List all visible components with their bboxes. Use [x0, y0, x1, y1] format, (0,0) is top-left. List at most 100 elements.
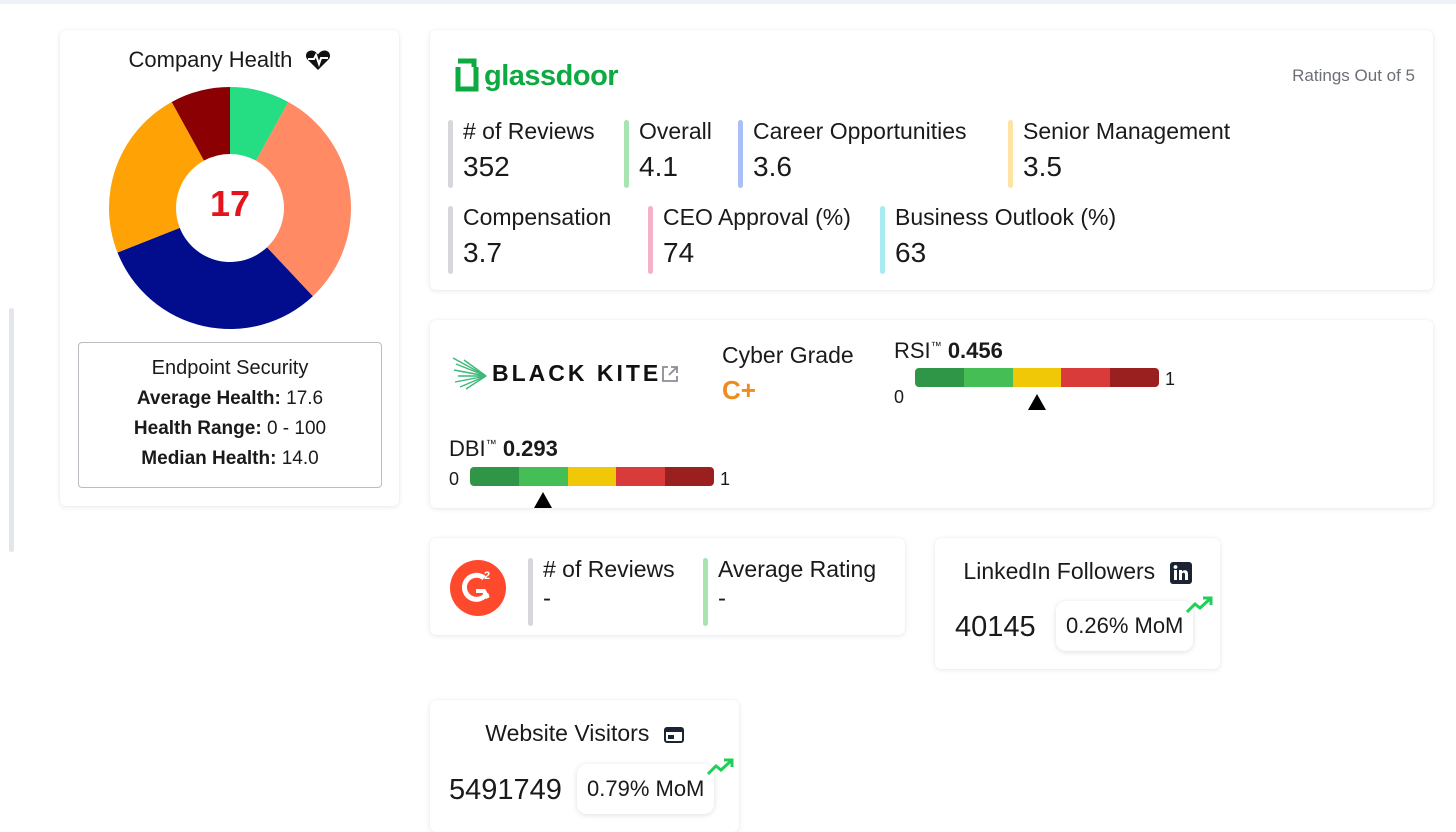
linkedin-followers-value: 40145: [955, 611, 1036, 643]
metric-label: Career Opportunities: [753, 118, 967, 144]
linkedin-heading: LinkedIn Followers: [935, 558, 1220, 585]
g2-card: 2 # of Reviews - Average Rating -: [430, 538, 905, 635]
g2-rating-label: Average Rating: [718, 556, 877, 582]
g2-average-rating: Average Rating -: [703, 556, 877, 626]
health-range-label: Health Range:: [133, 418, 262, 439]
dbi-min: 0: [449, 469, 460, 489]
endpoint-title: Endpoint Security: [151, 357, 309, 379]
g2-reviews-value: -: [543, 585, 551, 612]
website-visitors-card: Website Visitors 5491749 0.79% MoM: [430, 700, 739, 832]
metric-label: CEO Approval (%): [663, 204, 851, 230]
endpoint-security-box: Endpoint Security Average Health: 17.6 H…: [78, 342, 382, 488]
donut-segment-2[interactable]: [256, 101, 351, 297]
dbi-name: DBI: [449, 436, 486, 461]
g2-logo-icon[interactable]: 2: [450, 560, 506, 616]
company-health-card: Company Health 17 Endpoint Security Aver…: [60, 30, 399, 506]
scrollbar[interactable]: [9, 308, 14, 552]
linkedin-title: LinkedIn Followers: [963, 558, 1156, 584]
heart-pulse-icon: [305, 50, 330, 71]
rsi-gauge-segment-3: [1012, 368, 1062, 387]
glassdoor-logo-text: glassdoor: [484, 59, 619, 92]
dbi-max: 1: [720, 469, 731, 489]
rsi-title: RSI™ 0.456: [894, 338, 1184, 364]
median-health-value: 14.0: [281, 448, 319, 469]
ratings-note: Ratings Out of 5: [1292, 66, 1415, 85]
website-visitors-value: 5491749: [449, 774, 562, 806]
external-link-icon[interactable]: [660, 364, 680, 384]
blackkite-logo-icon: [452, 357, 487, 390]
company-health-title: Company Health: [128, 47, 293, 73]
trend-up-icon: [707, 758, 734, 776]
dbi-tm: ™: [485, 438, 497, 451]
dbi-gauge-segment-5: [665, 467, 714, 486]
metric-label: Senior Management: [1023, 118, 1231, 144]
website-mom-badge: 0.79% MoM: [577, 764, 715, 814]
blackkite-logo: BLACK KITE: [452, 356, 661, 390]
rsi-gauge: RSI™ 0.456 0 1: [894, 338, 1184, 434]
cyber-grade: Cyber Grade C+: [722, 342, 854, 406]
dbi-gauge-track: [470, 467, 714, 486]
metric-senior-management: Senior Management 3.5: [1008, 118, 1231, 188]
glassdoor-logo[interactable]: glassdoor: [454, 58, 619, 94]
linkedin-card: LinkedIn Followers 40145 0.26% MoM: [935, 538, 1220, 669]
metric-business-outlook: Business Outlook (%) 63: [880, 204, 1117, 274]
median-health-row: Median Health: 14.0: [79, 448, 381, 470]
average-health-value: 17.6: [286, 388, 324, 409]
website-visitors-heading: Website Visitors: [430, 720, 739, 747]
metric-value: 4.1: [639, 151, 678, 182]
rsi-gauge-segment-5: [1110, 368, 1159, 387]
metric-label: # of Reviews: [463, 118, 595, 144]
dbi-gauge: DBI™ 0.293 0 1: [449, 436, 739, 508]
g2-rating-value: -: [718, 585, 726, 612]
metric-value: 74: [663, 237, 695, 268]
donut-segment-3[interactable]: [117, 227, 313, 329]
top-border: [0, 0, 1456, 4]
metric-label: Compensation: [463, 204, 612, 230]
health-score: 17: [209, 183, 251, 224]
health-donut-chart: [108, 87, 351, 329]
donut-segment-5[interactable]: [171, 87, 230, 161]
donut-segment-4[interactable]: [108, 101, 204, 253]
rsi-name: RSI: [894, 338, 931, 363]
cyber-grade-label: Cyber Grade: [722, 342, 854, 368]
dbi-gauge-segment-1: [470, 467, 519, 486]
dbi-gauge-segment-4: [616, 467, 666, 486]
metric-label: Business Outlook (%): [895, 204, 1117, 230]
rsi-max: 1: [1165, 369, 1176, 389]
glassdoor-logo-icon: [455, 58, 479, 92]
donut-segment-1[interactable]: [230, 87, 289, 161]
metric-value: 3.6: [753, 151, 792, 182]
average-health-row: Average Health: 17.6: [79, 388, 381, 410]
health-range-value: 0 - 100: [266, 418, 327, 439]
median-health-label: Median Health:: [141, 448, 277, 469]
rsi-tm: ™: [930, 340, 942, 353]
average-health-label: Average Health:: [136, 388, 281, 409]
metric-compensation: Compensation 3.7: [448, 204, 612, 274]
rsi-gauge-segment-1: [915, 368, 964, 387]
website-visitors-title: Website Visitors: [485, 720, 650, 746]
rsi-pointer: [1028, 394, 1046, 410]
dbi-value: 0.293: [502, 436, 558, 461]
metric-value: 3.5: [1023, 151, 1062, 182]
rsi-value: 0.456: [947, 338, 1003, 363]
blackkite-logo-text: BLACK KITE: [492, 359, 662, 386]
glassdoor-card: glassdoor Ratings Out of 5 # of Reviews …: [430, 30, 1433, 290]
dbi-pointer: [534, 492, 553, 508]
dbi-gauge-segment-2: [518, 467, 568, 486]
metric-value: 63: [895, 237, 927, 268]
metric-overall: Overall 4.1: [624, 118, 712, 188]
browser-window-icon: [663, 726, 684, 743]
metric-career-opportunities: Career Opportunities 3.6: [738, 118, 967, 188]
svg-text:2: 2: [484, 570, 490, 582]
metric-label: Overall: [639, 118, 712, 144]
trend-up-icon: [1186, 596, 1213, 614]
dbi-title: DBI™ 0.293: [449, 436, 739, 462]
metric-reviews: # of Reviews 352: [448, 118, 595, 188]
metric-value: 352: [463, 151, 510, 182]
cyber-grade-value: C+: [722, 375, 756, 405]
g2-reviews-label: # of Reviews: [543, 556, 675, 582]
dbi-gauge-segment-3: [567, 467, 617, 486]
rsi-min: 0: [894, 387, 905, 407]
health-range-row: Health Range: 0 - 100: [79, 418, 381, 440]
blackkite-card: BLACK KITE Cyber Grade C+ RSI™ 0.456 0 1…: [430, 320, 1433, 508]
